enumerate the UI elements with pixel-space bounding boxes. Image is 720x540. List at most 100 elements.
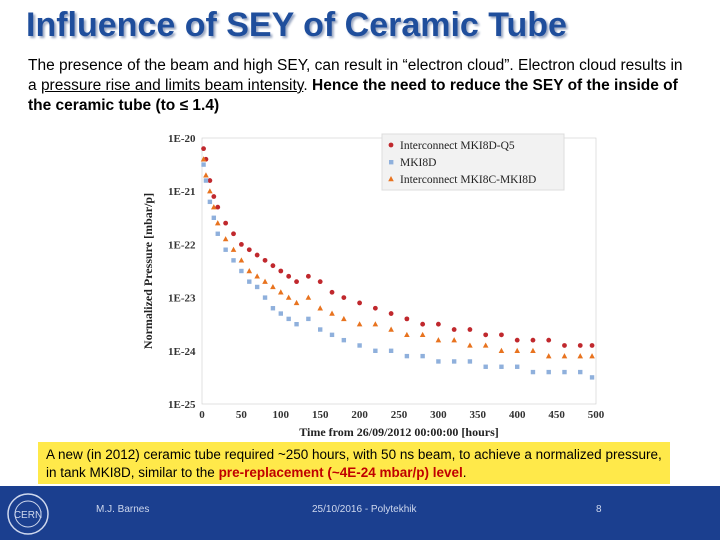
data-point-1 bbox=[318, 327, 323, 332]
data-point-2 bbox=[214, 220, 221, 226]
data-point-0 bbox=[201, 146, 206, 152]
data-point-0 bbox=[341, 295, 347, 300]
data-point-0 bbox=[357, 300, 362, 306]
data-point-2 bbox=[419, 331, 426, 338]
data-point-2 bbox=[222, 236, 229, 242]
data-point-0 bbox=[589, 343, 595, 348]
y-tick-label: 1E-25 bbox=[168, 399, 196, 411]
data-point-0 bbox=[562, 343, 567, 348]
data-point-2 bbox=[317, 305, 323, 311]
data-point-0 bbox=[372, 305, 378, 311]
slide-title: Influence of SEY of Ceramic Tube bbox=[26, 6, 567, 44]
footer-date: 25/10/2016 - Polytekhik bbox=[312, 504, 417, 515]
intro-part-1: The presence of the beam and high SEY, c… bbox=[28, 57, 683, 94]
data-point-0 bbox=[254, 252, 260, 258]
data-point-2 bbox=[341, 315, 347, 322]
data-point-1 bbox=[203, 178, 209, 183]
data-point-2 bbox=[270, 283, 276, 290]
y-axis-label: Normalized Pressure [mbar/p] bbox=[141, 193, 155, 349]
legend-marker bbox=[388, 142, 394, 148]
x-tick-label: 150 bbox=[312, 409, 329, 421]
data-point-1 bbox=[207, 199, 213, 205]
data-point-2 bbox=[293, 299, 300, 306]
legend-label: MKI8D bbox=[400, 157, 436, 169]
data-point-2 bbox=[435, 337, 442, 343]
legend-marker bbox=[389, 160, 394, 165]
intro-underlined: pressure rise and limits beam intensity bbox=[40, 77, 304, 94]
x-tick-label: 400 bbox=[509, 409, 526, 421]
data-point-1 bbox=[530, 369, 536, 375]
data-point-2 bbox=[356, 321, 363, 327]
data-point-0 bbox=[404, 316, 410, 322]
data-point-0 bbox=[207, 178, 213, 183]
data-point-2 bbox=[254, 273, 260, 279]
footer-bar: CERN M.J. Barnes 25/10/2016 - Polytekhik… bbox=[0, 486, 720, 540]
data-point-1 bbox=[329, 332, 335, 338]
data-point-2 bbox=[482, 342, 489, 348]
data-point-0 bbox=[436, 321, 441, 327]
data-point-0 bbox=[467, 327, 473, 332]
data-point-0 bbox=[388, 311, 394, 316]
data-point-1 bbox=[546, 369, 551, 375]
data-point-0 bbox=[546, 337, 552, 343]
data-point-1 bbox=[420, 353, 425, 359]
data-point-2 bbox=[230, 246, 237, 252]
footer-author: M.J. Barnes bbox=[96, 504, 150, 515]
y-tick-label: 1E-22 bbox=[168, 239, 196, 251]
logo-text: CERN bbox=[14, 510, 42, 521]
data-point-2 bbox=[372, 321, 379, 327]
data-point-0 bbox=[530, 337, 536, 343]
y-tick-label: 1E-23 bbox=[168, 293, 196, 305]
data-point-2 bbox=[545, 353, 552, 359]
data-point-1 bbox=[483, 364, 488, 369]
data-point-0 bbox=[286, 273, 292, 279]
x-tick-label: 500 bbox=[588, 409, 605, 421]
data-point-2 bbox=[388, 326, 394, 332]
data-point-1 bbox=[231, 258, 236, 263]
data-point-0 bbox=[305, 273, 311, 279]
note-highlight: pre-replacement (~4E-24 mbar/p) level bbox=[218, 465, 463, 480]
y-tick-label: 1E-24 bbox=[168, 346, 196, 358]
data-point-0 bbox=[211, 194, 217, 199]
intro-bold: Hence the need to reduce the SEY of the … bbox=[28, 77, 678, 114]
data-point-1 bbox=[499, 364, 504, 369]
data-point-2 bbox=[200, 156, 207, 162]
y-tick-label: 1E-20 bbox=[168, 133, 196, 145]
data-point-0 bbox=[278, 268, 284, 274]
data-point-0 bbox=[451, 327, 457, 332]
data-point-2 bbox=[561, 353, 568, 359]
data-point-1 bbox=[262, 295, 268, 300]
data-point-0 bbox=[499, 332, 504, 338]
data-point-0 bbox=[246, 247, 252, 253]
x-tick-label: 350 bbox=[470, 409, 487, 421]
data-point-1 bbox=[589, 375, 595, 380]
data-point-1 bbox=[451, 359, 457, 364]
data-point-2 bbox=[246, 268, 253, 274]
x-tick-label: 0 bbox=[199, 409, 205, 421]
data-point-0 bbox=[223, 220, 229, 226]
data-point-0 bbox=[483, 332, 489, 338]
x-tick-label: 300 bbox=[430, 409, 447, 421]
data-point-2 bbox=[530, 347, 536, 353]
cern-logo-icon: CERN bbox=[7, 493, 49, 535]
data-point-1 bbox=[286, 316, 291, 322]
data-point-0 bbox=[577, 343, 583, 348]
data-point-0 bbox=[317, 279, 323, 285]
data-point-2 bbox=[404, 331, 410, 338]
data-point-1 bbox=[270, 306, 276, 311]
data-point-1 bbox=[562, 369, 567, 375]
data-point-0 bbox=[215, 204, 221, 210]
data-point-1 bbox=[341, 337, 347, 343]
note-box: A new (in 2012) ceramic tube required ~2… bbox=[38, 442, 670, 484]
data-point-0 bbox=[270, 263, 276, 269]
data-point-1 bbox=[388, 348, 394, 353]
data-point-1 bbox=[239, 268, 244, 274]
data-point-2 bbox=[285, 294, 292, 300]
pressure-chart-svg: 1E-20 1E-21 1E-22 1E-23 1E-24 1E-250 50 100 150 2… bbox=[141, 133, 605, 439]
pressure-chart: 1E-20 1E-21 1E-22 1E-23 1E-24 1E-25 0 50 100 150 2… bbox=[134, 130, 614, 444]
data-point-2 bbox=[203, 172, 209, 178]
data-point-1 bbox=[404, 353, 410, 359]
data-point-2 bbox=[467, 342, 473, 348]
data-point-2 bbox=[589, 353, 595, 359]
data-point-1 bbox=[247, 279, 252, 284]
